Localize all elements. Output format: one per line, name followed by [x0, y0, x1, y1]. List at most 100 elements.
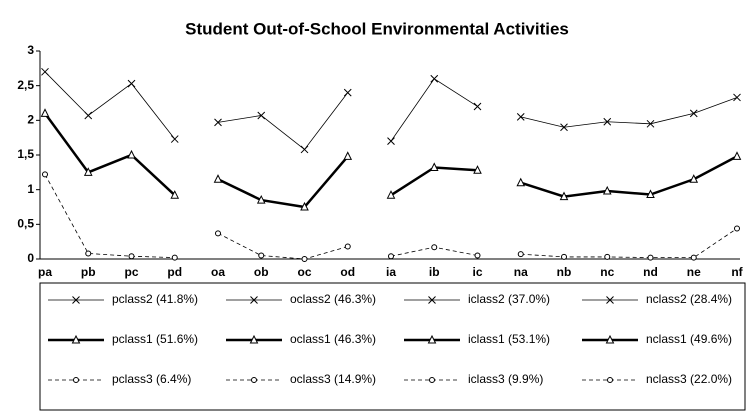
data-point: [602, 185, 612, 195]
legend-marker: [73, 377, 79, 383]
legend-label: iclass2 (37.0%): [468, 292, 550, 306]
legend-label: iclass1 (53.1%): [468, 332, 550, 346]
y-tick-label: 3: [27, 43, 34, 57]
data-point: [388, 253, 394, 260]
x-tick-label: pb: [81, 265, 96, 279]
x-tick-label: nb: [557, 265, 572, 279]
data-point: [603, 117, 612, 126]
data-point: [213, 174, 223, 183]
data-point: [215, 230, 221, 237]
data-point: [171, 254, 178, 261]
x-tick-label: pc: [124, 265, 138, 279]
data-point: [734, 225, 740, 232]
y-tick-label: 0,5: [17, 217, 34, 231]
legend-marker: [71, 334, 81, 344]
data-point: [604, 253, 611, 260]
legend-label: nclass2 (28.4%): [646, 292, 732, 306]
legend-marker: [606, 296, 614, 304]
x-tick-label: ia: [386, 265, 396, 279]
data-point: [42, 171, 48, 178]
x-tick-label: pa: [38, 265, 52, 279]
x-tick-label: na: [514, 265, 528, 279]
y-tick-label: 2: [27, 113, 34, 127]
legend-label: iclass3 (9.9%): [468, 372, 543, 386]
data-point: [170, 190, 180, 199]
legend-marker: [429, 377, 435, 383]
legend-marker: [250, 296, 258, 304]
series-line: [44, 174, 175, 259]
series-line: [44, 71, 176, 140]
data-point: [732, 151, 742, 160]
data-point: [258, 252, 265, 259]
data-point: [474, 252, 481, 259]
series-line: [43, 112, 176, 197]
x-tick-label: od: [340, 265, 355, 279]
data-point: [128, 253, 135, 260]
data-point: [517, 251, 524, 258]
legend-label: oclass3 (14.9%): [290, 372, 376, 386]
series-line: [520, 155, 738, 198]
legend-label: pclass3 (6.4%): [112, 372, 191, 386]
data-point: [689, 174, 699, 183]
data-point: [84, 111, 93, 120]
series-line: [217, 232, 348, 260]
data-point: [40, 108, 50, 117]
data-point: [343, 88, 352, 97]
x-tick-label: oc: [297, 265, 311, 279]
data-point: [41, 67, 49, 76]
data-point: [127, 149, 136, 159]
legend-marker: [607, 377, 613, 383]
data-point: [516, 113, 525, 121]
data-point: [690, 254, 697, 261]
legend-marker: [251, 377, 257, 383]
legend-marker: [72, 296, 80, 304]
data-point: [300, 201, 309, 211]
x-tick-label: nf: [731, 265, 743, 279]
y-tick-label: 0: [27, 251, 34, 265]
y-tick-label: 1: [27, 182, 34, 196]
data-point: [516, 177, 526, 187]
x-tick-label: pd: [167, 265, 182, 279]
y-tick-label: 2,5: [17, 78, 34, 92]
data-point: [473, 165, 482, 174]
data-point: [431, 244, 438, 251]
series-line: [217, 155, 349, 209]
data-point: [301, 256, 308, 262]
data-point: [646, 119, 655, 128]
legend-label: pclass2 (41.8%): [112, 292, 198, 306]
data-point: [429, 162, 439, 171]
x-tick-label: ob: [254, 265, 269, 279]
data-point: [127, 79, 136, 88]
data-point: [85, 250, 92, 257]
data-point: [647, 254, 654, 261]
legend-marker: [427, 334, 437, 344]
legend-marker: [428, 296, 436, 304]
data-point: [733, 93, 741, 102]
x-tick-label: ne: [687, 265, 701, 279]
legend-label: oclass1 (46.3%): [290, 332, 376, 346]
data-point: [170, 135, 179, 143]
legend-label: nclass1 (49.6%): [646, 332, 732, 346]
series-line: [520, 97, 738, 128]
data-point: [560, 123, 568, 132]
legend-label: oclass2 (46.3%): [290, 292, 376, 306]
legend-label: pclass1 (51.6%): [112, 332, 198, 346]
data-point: [300, 145, 309, 154]
legend-label: nclass3 (22.0%): [646, 372, 732, 386]
x-tick-label: ic: [472, 265, 482, 279]
legend-marker: [249, 334, 259, 344]
legend-box: [39, 282, 746, 411]
series-line: [217, 92, 349, 151]
data-point: [473, 102, 482, 111]
data-point: [387, 137, 395, 145]
x-tick-label: nd: [643, 265, 658, 279]
data-point: [430, 74, 439, 83]
data-point: [689, 109, 698, 118]
data-point: [83, 167, 93, 176]
series-line: [390, 78, 478, 142]
legend-marker: [605, 334, 615, 344]
data-point: [256, 194, 266, 204]
data-point: [561, 253, 567, 260]
data-point: [343, 151, 353, 160]
